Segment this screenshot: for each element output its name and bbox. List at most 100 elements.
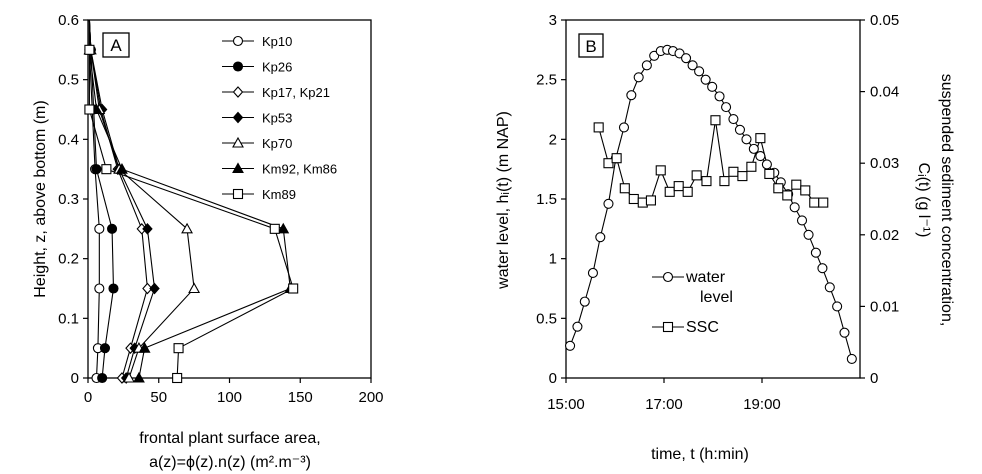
panel-a-data-point (97, 372, 108, 384)
panel-b-data-point (737, 171, 748, 182)
panel-b-data-point (761, 159, 772, 170)
panel-a-series-line (88, 20, 294, 379)
panel-b-right-axis-label-line-2: Cᵢ(t) (g l⁻¹) (915, 163, 932, 238)
panel-b-data-point (809, 197, 820, 208)
panel-b-data-point (773, 183, 784, 194)
panel-b-label-box (578, 33, 604, 58)
panel-b-data-point (626, 90, 637, 101)
panel-a-y-axis-label: Height, z, above bottom (m) (32, 100, 49, 297)
panel-b-right-tick-label: 0.01 (870, 298, 899, 315)
panel-a-y-tick-label: 0.4 (58, 131, 79, 148)
panel-a-label-box (102, 32, 130, 58)
panel-b-data-point (755, 133, 766, 144)
panel-b-data-point (824, 282, 835, 293)
panel-b-data-point (710, 115, 721, 126)
panel-a-legend-label: Kp17, Kp21 (262, 85, 330, 100)
panel-b-data-point (579, 296, 590, 307)
panel-b-data-point (728, 166, 739, 177)
panel-a-legend-label: Km89 (262, 187, 296, 202)
panel-b-chart: 15:00 17:00 19:00 0 0.5 1 1.5 2 2.5 3 0 0.01 0.02 0.0… (495, 12, 955, 463)
panel-b-right-tick-label: 0.05 (870, 12, 899, 29)
panel-a-legend-label: Kp70 (262, 136, 292, 151)
panel-b-data-point (796, 215, 808, 226)
panel-a-data-point (116, 163, 128, 174)
panel-b-x-tick-label: 19:00 (743, 396, 781, 413)
panel-a-data-point (133, 371, 145, 383)
panel-a-x-axis-label-line-1: frontal plant surface area, (139, 430, 320, 447)
panel-b-left-tick-label: 2.5 (536, 72, 557, 89)
panel-b-data-point (810, 247, 821, 258)
panel-b-data-point (664, 186, 675, 197)
panel-b-data-point (587, 267, 599, 279)
panel-a-data-point (94, 223, 105, 234)
panel-a-x-axis-label-line-2: a(z)=ϕ(z).n(z) (m².m⁻³) (149, 454, 311, 471)
panel-a-data-point (84, 104, 95, 115)
panel-a-data-point (99, 343, 111, 354)
panel-a-data-point (123, 371, 135, 383)
panel-a-x-tick-label: 0 (84, 389, 92, 406)
panel-b-label: B (585, 37, 596, 56)
panel-a-legend-marker (232, 111, 244, 124)
panel-b-data-point (803, 229, 814, 240)
panel-b-data-point (694, 66, 705, 77)
panel-b-data-point (764, 168, 775, 179)
panel-a-data-point (173, 343, 184, 354)
panel-a-series-line (88, 20, 291, 379)
panel-a-data-point (181, 222, 193, 234)
panel-a-data-point (91, 164, 102, 175)
panel-b-left-tick-label: 0.5 (536, 310, 557, 327)
panel-b-data-point (655, 165, 666, 176)
panel-b-data-point (746, 161, 757, 172)
panel-b-data-point (633, 72, 644, 83)
panel-a-legend-label: Kp10 (262, 34, 292, 49)
panel-b-data-point (572, 321, 583, 332)
panel-a-data-point (101, 164, 112, 175)
panel-a-data-point (107, 223, 118, 234)
panel-a-data-point (277, 222, 290, 234)
panel-b-data-point (818, 197, 829, 208)
panel-b-data-point (687, 60, 698, 71)
panel-a-data-point (84, 44, 95, 55)
panel-b-x-tick-label: 15:00 (547, 396, 585, 413)
panel-b-legend-marker (662, 271, 674, 283)
panel-b-data-point (846, 353, 857, 364)
panel-a-legend-label: Kp53 (262, 111, 292, 126)
panel-b-legend: water level SSC (652, 269, 733, 336)
panel-b-data-point (800, 185, 811, 196)
panel-a-y-tick-label: 0.2 (58, 251, 79, 268)
panel-b-data-point (641, 60, 652, 71)
panel-a-legend-label: Km92, Km86 (262, 162, 337, 177)
panel-b-data-point (748, 143, 759, 154)
panel-a-x-tick-label: 200 (358, 389, 383, 406)
panel-b-data-point (700, 74, 711, 85)
panel-b-data-point (645, 195, 656, 206)
panel-b-left-axis-label: water level, hᵢ(t) (m NAP) (495, 111, 512, 290)
panel-b-data-point (728, 113, 739, 125)
panel-b-data-point (741, 134, 752, 145)
panel-b-legend-marker (662, 321, 674, 333)
panel-a-x-tick-label: 50 (150, 389, 167, 406)
panel-a-data-point (142, 223, 153, 235)
panel-b-right-tick-label: 0.03 (870, 155, 899, 172)
panel-a-y-tick-label: 0.3 (58, 191, 79, 208)
panel-b-right-tick-label: 0.04 (870, 84, 899, 101)
panel-b-left-tick-label: 1.5 (536, 191, 557, 208)
panel-a-legend-marker (232, 61, 244, 72)
panel-b-data-point (691, 170, 702, 181)
panel-b-tick-group: 15:00 17:00 19:00 0 0.5 1 1.5 2 2.5 3 0 0.01 0.02 0.0… (536, 12, 899, 413)
panel-b-data-point (714, 91, 725, 102)
panel-b-data-point (721, 102, 732, 113)
panel-a-label: A (110, 36, 122, 55)
panel-b-left-tick-label: 1 (549, 251, 557, 268)
panel-a-legend-marker (232, 86, 244, 98)
panel-b-left-tick-label: 0 (549, 370, 557, 387)
panel-b-legend-label: SSC (686, 319, 719, 336)
panel-b-left-tick-label: 3 (549, 12, 557, 29)
panel-b-data-point (719, 176, 730, 187)
panel-b-data-point (628, 193, 639, 205)
panel-a-data-point (94, 283, 105, 294)
panel-a-y-tick-label: 0.1 (58, 310, 79, 327)
panel-b-data-point (701, 176, 712, 187)
panel-a-legend-marker (232, 35, 244, 47)
